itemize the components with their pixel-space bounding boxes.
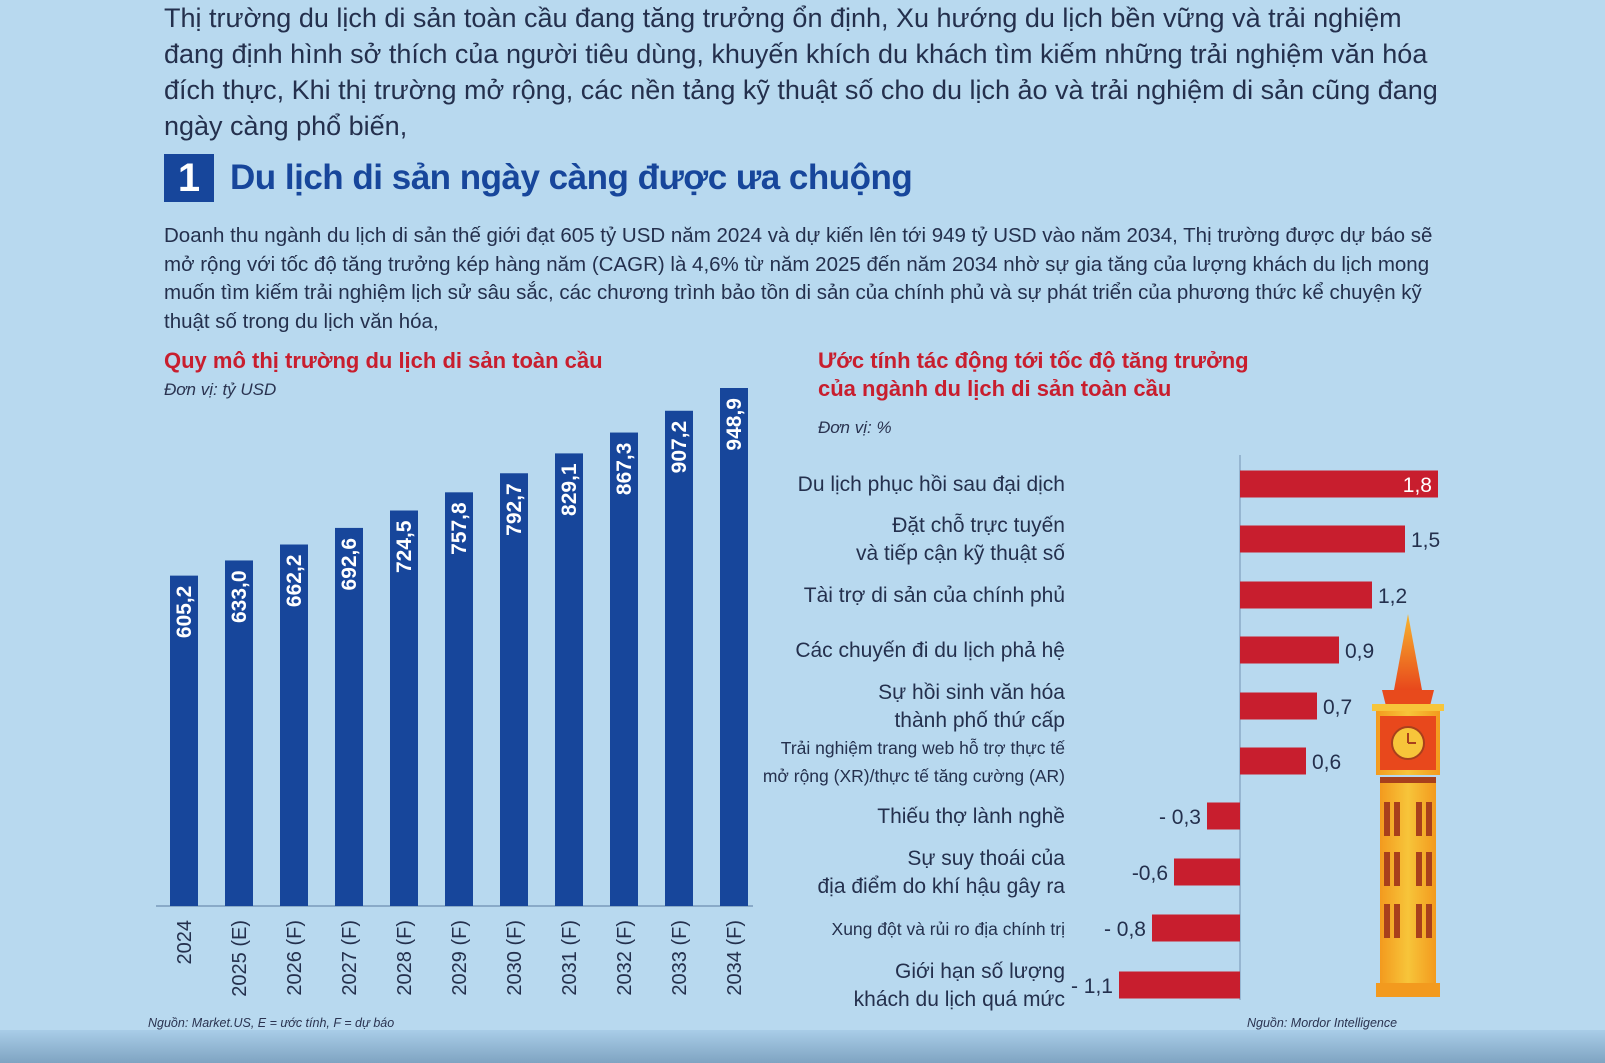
impact-bar bbox=[1240, 692, 1317, 720]
section-body: Doanh thu ngành du lịch di sản thế giới … bbox=[164, 224, 1433, 333]
left-chart-title: Quy mô thị trường du lịch di sản toàn cầ… bbox=[164, 348, 603, 373]
impact-category-label: mở rộng (XR)/thực tế tăng cường (AR) bbox=[763, 766, 1065, 786]
bar-2029 (F) bbox=[445, 492, 473, 906]
bar-value-label: 792,7 bbox=[503, 483, 526, 536]
impact-bar bbox=[1240, 581, 1372, 609]
right-chart-unit: Đơn vị: % bbox=[818, 418, 892, 437]
impact-value-label: 0,9 bbox=[1345, 640, 1374, 663]
impact-category-label: Sự hồi sinh văn hóa bbox=[878, 681, 1065, 704]
impact-category-label: Trải nghiệm trang web hỗ trợ thực tế bbox=[781, 737, 1065, 758]
bar-value-label: 692,6 bbox=[338, 538, 361, 591]
left-chart-unit: Đơn vị: tỷ USD bbox=[164, 380, 277, 399]
impact-category-label: Các chuyến đi du lịch phả hệ bbox=[795, 639, 1065, 662]
impact-value-label: 1,5 bbox=[1411, 529, 1440, 552]
bar-2032 (F) bbox=[610, 432, 638, 906]
impact-value-label: 1,8 bbox=[1403, 474, 1432, 497]
bar-2030 (F) bbox=[500, 473, 528, 906]
section-number: 1 bbox=[164, 154, 214, 202]
impact-category-label: Tài trợ di sản của chính phủ bbox=[804, 584, 1065, 607]
category-label: 2025 (E) bbox=[229, 920, 251, 997]
right-chart-title-line-2: của ngành du lịch di sản toàn cầu bbox=[818, 376, 1172, 401]
bar-value-label: 633,0 bbox=[228, 570, 251, 623]
bar-value-label: 662,2 bbox=[283, 555, 306, 608]
bar-value-label: 605,2 bbox=[173, 586, 196, 639]
impact-category-label: Giới hạn số lượng bbox=[895, 960, 1065, 983]
impact-bar bbox=[1240, 636, 1339, 664]
category-label: 2026 (F) bbox=[284, 920, 306, 996]
impact-bar bbox=[1119, 971, 1240, 999]
section-title: Du lịch di sản ngày càng được ưa chuộng bbox=[230, 158, 913, 197]
category-label: 2029 (F) bbox=[449, 920, 471, 996]
bar-2031 (F) bbox=[555, 453, 583, 906]
impact-value-label: - 0,3 bbox=[1159, 806, 1201, 829]
impact-value-label: 0,6 bbox=[1312, 751, 1341, 774]
impact-bar bbox=[1240, 525, 1405, 553]
bar-2034 (F) bbox=[720, 388, 748, 906]
category-label: 2032 (F) bbox=[614, 920, 636, 996]
right-chart-source: Nguồn: Mordor Intelligence bbox=[1247, 1016, 1398, 1030]
bar-2027 (F) bbox=[335, 527, 363, 906]
impact-value-label: - 1,1 bbox=[1071, 975, 1113, 998]
right-chart-title: Ước tính tác động tới tốc độ tăng trưởng… bbox=[818, 347, 1249, 403]
bar-2024 bbox=[170, 575, 198, 906]
bar-2026 (F) bbox=[280, 544, 308, 906]
impact-category-label: địa điểm do khí hậu gây ra bbox=[818, 875, 1066, 898]
impact-bar bbox=[1240, 747, 1306, 775]
bar-2028 (F) bbox=[390, 510, 418, 906]
category-label: 2031 (F) bbox=[559, 920, 581, 996]
impact-bar bbox=[1207, 802, 1240, 830]
section-heading: 1 Du lịch di sản ngày càng được ưa chuộn… bbox=[164, 154, 913, 202]
left-chart-source: Nguồn: Market.US, E = ước tính, F = dự b… bbox=[148, 1016, 395, 1030]
impact-category-label: Đặt chỗ trực tuyến bbox=[892, 514, 1065, 537]
impact-bar bbox=[1152, 914, 1240, 942]
bar-2033 (F) bbox=[665, 410, 693, 906]
category-label: 2024 bbox=[174, 920, 196, 965]
impact-bar bbox=[1240, 470, 1438, 498]
impact-bar bbox=[1174, 858, 1240, 886]
bar-value-label: 724,5 bbox=[393, 520, 416, 573]
bar-value-label: 948,9 bbox=[723, 398, 746, 451]
bar-2025 (E) bbox=[225, 560, 253, 906]
category-label: 2034 (F) bbox=[724, 920, 746, 996]
intro-paragraph: Thị trường du lịch di sản toàn cầu đang … bbox=[164, 3, 1438, 141]
impact-category-label: và tiếp cận kỹ thuật số bbox=[856, 542, 1065, 565]
impact-value-label: 1,2 bbox=[1378, 585, 1407, 608]
impact-value-label: 0,7 bbox=[1323, 696, 1352, 719]
category-label: 2028 (F) bbox=[394, 920, 416, 996]
bottom-shadow bbox=[0, 1030, 1605, 1063]
bar-value-label: 829,1 bbox=[558, 463, 581, 516]
category-label: 2030 (F) bbox=[504, 920, 526, 996]
right-chart-title-line-1: Ước tính tác động tới tốc độ tăng trưởng bbox=[818, 348, 1249, 373]
impact-category-label: Thiếu thợ lành nghề bbox=[877, 805, 1065, 828]
impact-value-label: - 0,8 bbox=[1104, 918, 1146, 941]
impact-category-label: Xung đột và rủi ro địa chính trị bbox=[832, 919, 1065, 939]
impact-category-label: Du lịch phục hồi sau đại dịch bbox=[798, 473, 1065, 496]
impact-category-label: Sự suy thoái của bbox=[907, 847, 1065, 870]
category-label: 2027 (F) bbox=[339, 920, 361, 996]
category-label: 2033 (F) bbox=[669, 920, 691, 996]
impact-category-label: thành phố thứ cấp bbox=[894, 709, 1065, 732]
bar-value-label: 757,8 bbox=[448, 502, 471, 555]
impact-category-label: khách du lịch quá mức bbox=[854, 988, 1065, 1011]
bar-value-label: 907,2 bbox=[668, 421, 691, 474]
bar-value-label: 867,3 bbox=[613, 443, 636, 496]
impact-value-label: -0,6 bbox=[1132, 862, 1168, 885]
